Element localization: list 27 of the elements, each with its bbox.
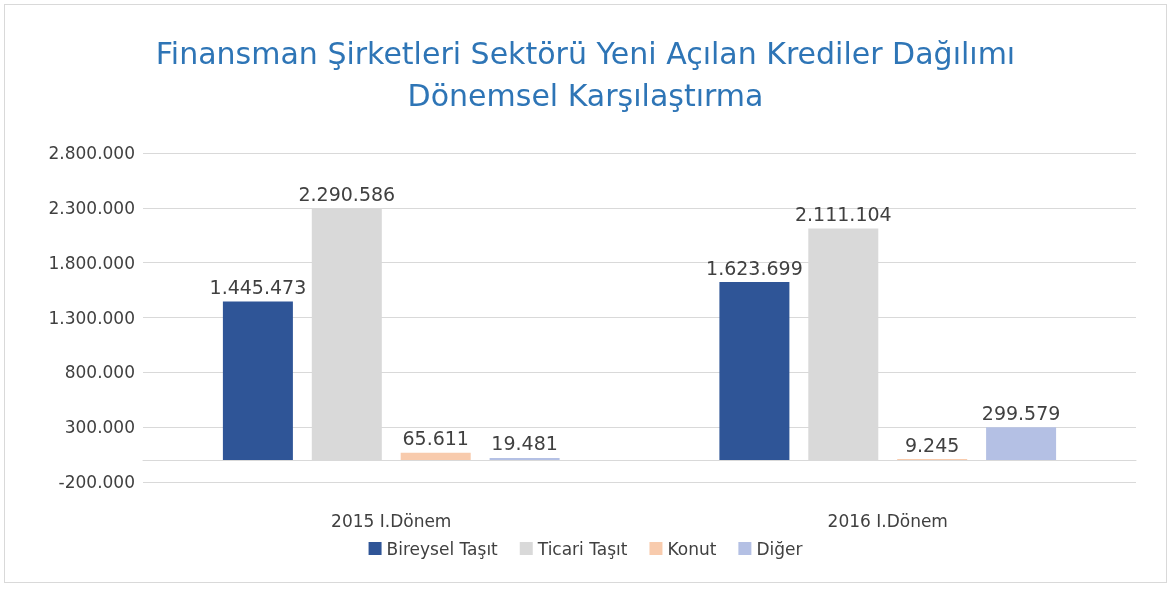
legend-label: Ticari Taşıt (536, 538, 628, 559)
data-label: 1.623.699 (706, 256, 803, 279)
x-tick-label: 2016 I.Dönem (827, 510, 948, 531)
y-tick-label: 2.300.000 (48, 197, 135, 218)
data-label: 1.445.473 (209, 276, 307, 299)
data-label: 65.611 (402, 427, 469, 450)
x-tick-label: 2015 I.Dönem (331, 510, 452, 531)
y-tick-label: 1.300.000 (48, 307, 135, 328)
y-tick-label: 300.000 (64, 417, 135, 438)
data-label: 2.290.586 (298, 183, 396, 206)
y-tick-label: -200.000 (58, 472, 135, 492)
data-label: 9.245 (905, 433, 960, 456)
legend-label: Diğer (756, 538, 803, 559)
legend-label: Konut (667, 538, 717, 559)
y-tick-label: 800.000 (64, 362, 135, 383)
data-label: 19.481 (491, 432, 558, 455)
bar (222, 301, 293, 461)
chart-title: Finansman Şirketleri Sektörü Yeni Açılan Krediler Dağılımı Dönemsel Karşılaştırma (155, 35, 1016, 113)
data-label: 2.111.104 (794, 203, 892, 226)
bar (986, 427, 1057, 461)
bar (489, 457, 560, 461)
legend-label: Bireysel Taşıt (386, 538, 499, 559)
y-tick-label: 1.800.000 (48, 252, 135, 273)
data-label: 299.579 (981, 401, 1061, 424)
bar (400, 452, 471, 461)
y-tick-label: 2.800.000 (48, 143, 135, 163)
bar (719, 282, 790, 461)
